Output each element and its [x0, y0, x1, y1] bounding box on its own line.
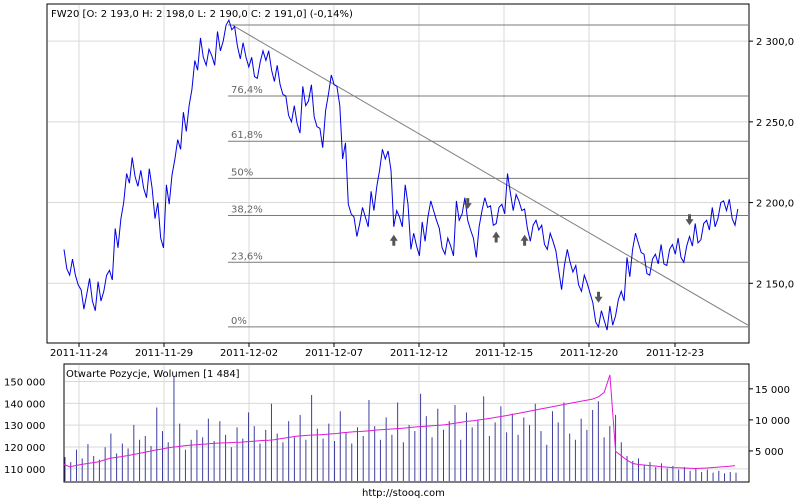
price-chart-title: FW20 [O: 2 193,0 H: 2 198,0 L: 2 190,0 C… [51, 9, 353, 20]
x-tick-label: 2011-11-29 [135, 348, 193, 359]
x-tick-label: 2011-11-24 [50, 348, 108, 359]
fib-level-label: 23,6% [231, 251, 263, 262]
open-interest-line [63, 374, 736, 470]
trendline [231, 24, 749, 326]
oi-tick-label: 140 000 [4, 399, 45, 410]
down-arrow-icon [594, 291, 603, 303]
fib-level-label: 50% [231, 167, 253, 178]
source-link[interactable]: http://stooq.com [362, 488, 445, 499]
volume-bars [64, 376, 737, 481]
volume-grid [65, 365, 748, 481]
y-tick-label: 2 200,0 [756, 199, 794, 210]
oi-tick-label: 120 000 [4, 443, 45, 454]
down-arrow-icon [463, 198, 472, 210]
volume-tick-label: 10 000 [755, 416, 790, 427]
volume-panel [63, 363, 750, 483]
fib-level-label: 38,2% [231, 204, 263, 215]
oi-tick-label: 130 000 [4, 421, 45, 432]
date-x-axis: 2011-11-24 2011-11-29 2011-12-02 2011-12-07… [50, 343, 704, 359]
x-tick-label: 2011-12-15 [475, 348, 533, 359]
y-tick-label: 2 150,0 [756, 279, 794, 290]
down-arrow-icon [685, 214, 694, 226]
fib-level-label: 61,8% [231, 130, 263, 141]
fib-level-label: 0% [231, 316, 247, 327]
y-tick-label: 2 250,0 [756, 118, 794, 129]
arrow-markers [389, 198, 694, 303]
price-grid [48, 5, 748, 342]
fibonacci-levels: 0% 23,6% 38,2% 50% 61,8% 76,4% [228, 24, 748, 328]
up-arrow-icon [492, 231, 501, 243]
volume-tick-label: 15 000 [755, 385, 790, 396]
x-tick-label: 2011-12-12 [390, 348, 448, 359]
volume-tick-label: 5 000 [755, 447, 784, 458]
fib-level-label: 76,4% [231, 85, 263, 96]
price-panel [46, 3, 750, 344]
volume-chart-title: Otwarte Pozycje, Wolumen [1 484] [66, 369, 240, 380]
y-tick-label: 2 300,0 [756, 37, 794, 48]
x-tick-label: 2011-12-07 [305, 348, 363, 359]
oi-tick-label: 150 000 [4, 377, 45, 388]
open-interest-y-axis: 150 000 140 000 130 000 120 000 110 000 [4, 377, 45, 475]
oi-tick-label: 110 000 [4, 465, 45, 476]
up-arrow-icon [389, 234, 398, 246]
x-tick-label: 2011-12-02 [220, 348, 278, 359]
price-y-axis: 2 300,0 2 250,0 2 200,0 2 150,0 [749, 37, 794, 290]
x-tick-label: 2011-12-20 [560, 348, 618, 359]
price-line [63, 18, 739, 331]
volume-y-axis: 15 000 10 000 5 000 [749, 385, 790, 458]
up-arrow-icon [520, 234, 529, 246]
x-tick-label: 2011-12-23 [646, 348, 704, 359]
